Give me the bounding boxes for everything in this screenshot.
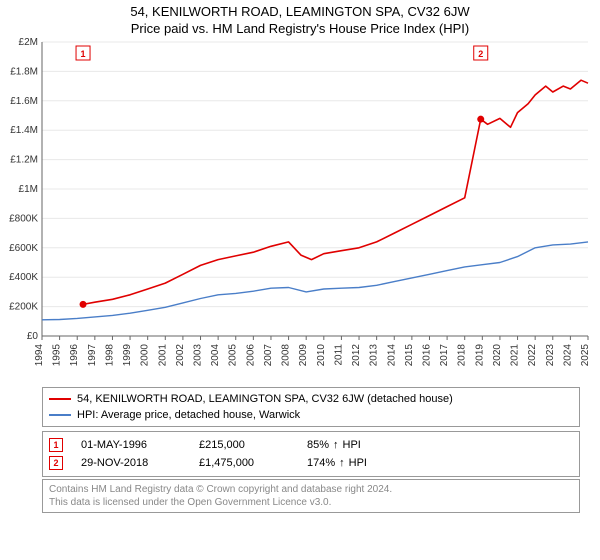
title-address: 54, KENILWORTH ROAD, LEAMINGTON SPA, CV3… xyxy=(0,4,600,19)
svg-text:£800K: £800K xyxy=(9,213,38,224)
price-chart: £0 £200K £400K £600K £800K £1M £1.2M £1.4M £1.6M… xyxy=(0,36,600,376)
svg-text:2012: 2012 xyxy=(351,344,362,367)
svg-text:2015: 2015 xyxy=(404,344,415,367)
legend-swatch xyxy=(49,414,71,416)
svg-text:2017: 2017 xyxy=(439,344,450,367)
svg-text:2013: 2013 xyxy=(369,344,380,367)
svg-text:2008: 2008 xyxy=(281,344,292,367)
transaction-row: 1 01-MAY-1996 £215,000 85% ↑ HPI xyxy=(49,436,573,454)
attribution: Contains HM Land Registry data © Crown c… xyxy=(42,479,580,513)
svg-text:£600K: £600K xyxy=(9,243,38,254)
svg-text:2006: 2006 xyxy=(245,344,256,367)
tx-pct: 174% xyxy=(307,457,335,469)
svg-text:2002: 2002 xyxy=(175,344,186,367)
svg-text:£1.6M: £1.6M xyxy=(10,96,38,107)
svg-text:2023: 2023 xyxy=(545,344,556,367)
legend: 54, KENILWORTH ROAD, LEAMINGTON SPA, CV3… xyxy=(42,387,580,427)
svg-text:2024: 2024 xyxy=(562,344,573,367)
tx-price: £1,475,000 xyxy=(199,457,289,469)
svg-text:1998: 1998 xyxy=(104,344,115,367)
arrow-up-icon: ↑ xyxy=(333,439,339,451)
svg-text:2003: 2003 xyxy=(193,344,204,367)
svg-text:2014: 2014 xyxy=(386,344,397,367)
svg-text:1997: 1997 xyxy=(87,344,98,367)
svg-text:1999: 1999 xyxy=(122,344,133,367)
svg-text:£0: £0 xyxy=(27,331,39,342)
svg-text:2016: 2016 xyxy=(421,344,432,367)
svg-text:2011: 2011 xyxy=(333,344,344,366)
svg-text:2000: 2000 xyxy=(140,344,151,367)
svg-text:2022: 2022 xyxy=(527,344,538,367)
attribution-line: This data is licensed under the Open Gov… xyxy=(49,496,573,509)
tx-date: 01-MAY-1996 xyxy=(81,439,181,451)
svg-text:£1.8M: £1.8M xyxy=(10,66,38,77)
svg-text:2020: 2020 xyxy=(492,344,503,367)
title-subtitle: Price paid vs. HM Land Registry's House … xyxy=(0,21,600,36)
svg-text:£400K: £400K xyxy=(9,272,38,283)
tx-price: £215,000 xyxy=(199,439,289,451)
svg-text:2021: 2021 xyxy=(510,344,521,367)
legend-label: 54, KENILWORTH ROAD, LEAMINGTON SPA, CV3… xyxy=(77,393,453,405)
svg-text:£200K: £200K xyxy=(9,302,38,313)
svg-text:1996: 1996 xyxy=(69,344,80,367)
tx-marker-icon: 1 xyxy=(49,438,63,452)
svg-text:2005: 2005 xyxy=(228,344,239,367)
svg-text:2018: 2018 xyxy=(457,344,468,367)
legend-swatch xyxy=(49,398,71,400)
attribution-line: Contains HM Land Registry data © Crown c… xyxy=(49,483,573,496)
transactions-table: 1 01-MAY-1996 £215,000 85% ↑ HPI 2 29-NO… xyxy=(42,431,580,477)
tx-suffix: HPI xyxy=(349,457,367,469)
svg-text:£2M: £2M xyxy=(19,37,38,48)
tx-suffix: HPI xyxy=(343,439,361,451)
svg-text:1995: 1995 xyxy=(52,344,63,367)
legend-item: HPI: Average price, detached house, Warw… xyxy=(49,407,573,423)
svg-text:1: 1 xyxy=(81,49,86,59)
svg-text:2: 2 xyxy=(478,49,483,59)
svg-text:2009: 2009 xyxy=(298,344,309,367)
transaction-row: 2 29-NOV-2018 £1,475,000 174% ↑ HPI xyxy=(49,454,573,472)
svg-text:£1M: £1M xyxy=(19,184,38,195)
tx-date: 29-NOV-2018 xyxy=(81,457,181,469)
tx-pct: 85% xyxy=(307,439,329,451)
legend-item: 54, KENILWORTH ROAD, LEAMINGTON SPA, CV3… xyxy=(49,391,573,407)
svg-text:2001: 2001 xyxy=(157,344,168,367)
svg-text:2007: 2007 xyxy=(263,344,274,367)
svg-text:2019: 2019 xyxy=(474,344,485,367)
tx-marker-icon: 2 xyxy=(49,456,63,470)
svg-text:£1.4M: £1.4M xyxy=(10,125,38,136)
legend-label: HPI: Average price, detached house, Warw… xyxy=(77,409,300,421)
svg-text:1994: 1994 xyxy=(34,344,45,367)
svg-text:£1.2M: £1.2M xyxy=(10,155,38,166)
svg-text:2004: 2004 xyxy=(210,344,221,367)
arrow-up-icon: ↑ xyxy=(339,457,345,469)
svg-text:2010: 2010 xyxy=(316,344,327,367)
svg-text:2025: 2025 xyxy=(580,344,591,367)
chart-title-block: 54, KENILWORTH ROAD, LEAMINGTON SPA, CV3… xyxy=(0,0,600,36)
